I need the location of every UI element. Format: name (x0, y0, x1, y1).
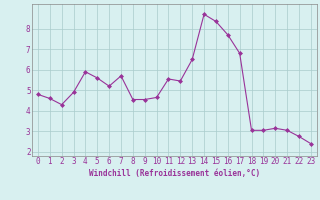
X-axis label: Windchill (Refroidissement éolien,°C): Windchill (Refroidissement éolien,°C) (89, 169, 260, 178)
